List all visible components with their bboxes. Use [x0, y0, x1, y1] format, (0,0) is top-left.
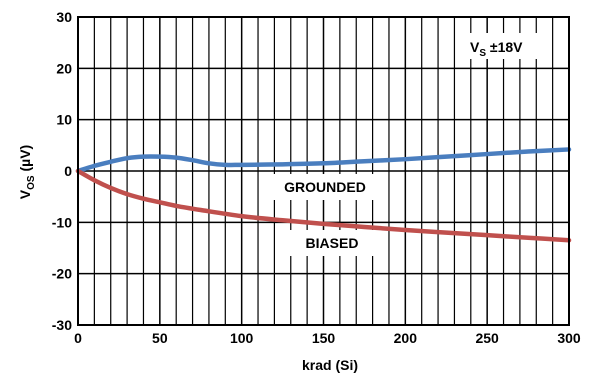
x-tick-label: 200: [394, 330, 418, 346]
plot-border: [77, 16, 570, 326]
y-tick-label: 30: [56, 9, 72, 25]
vs-annotation-value: ±18V: [486, 39, 523, 55]
series-line-biased: [75, 168, 572, 243]
vs-annotation-sub: S: [479, 48, 486, 59]
y-axis-label-sub: OS: [26, 175, 37, 190]
x-tick-label: 50: [152, 330, 168, 346]
x-tick-label: 0: [74, 330, 82, 346]
x-tick-label: 300: [557, 330, 581, 346]
y-axis-label-unit: (µV): [17, 145, 33, 176]
x-tick-label: 150: [312, 330, 336, 346]
plot-frame: [77, 16, 570, 326]
vs-label-bg: [462, 33, 546, 59]
y-tick-label: -20: [52, 266, 72, 282]
x-axis-label: krad (Si): [302, 357, 358, 373]
x-tick-label: 250: [475, 330, 499, 346]
grounded-label: GROUNDED: [284, 179, 366, 195]
y-tick-label: -30: [52, 317, 72, 333]
y-tick-label: -10: [52, 214, 72, 230]
y-tick-label: 0: [64, 163, 72, 179]
series-lines: [75, 147, 572, 243]
y-axis-label-main: V: [17, 189, 33, 199]
label-backgrounds: [266, 33, 546, 256]
vs-annotation: VS ±18V: [470, 39, 523, 59]
biased-label: BIASED: [306, 235, 359, 251]
tick-labels: 0 50 100 150 200 250 300 -30 -20 -10 0 10 20 30: [52, 9, 581, 346]
series-line-grounded: [75, 147, 572, 174]
y-tick-label: 10: [56, 112, 72, 128]
x-tick-label: 100: [230, 330, 254, 346]
y-tick-label: 20: [56, 60, 72, 76]
y-axis-label: VOS (µV): [17, 145, 37, 199]
vs-annotation-main: V: [470, 39, 480, 55]
grounded-label-bg: [266, 174, 384, 200]
biased-label-bg: [290, 230, 374, 256]
grid: [77, 16, 570, 326]
